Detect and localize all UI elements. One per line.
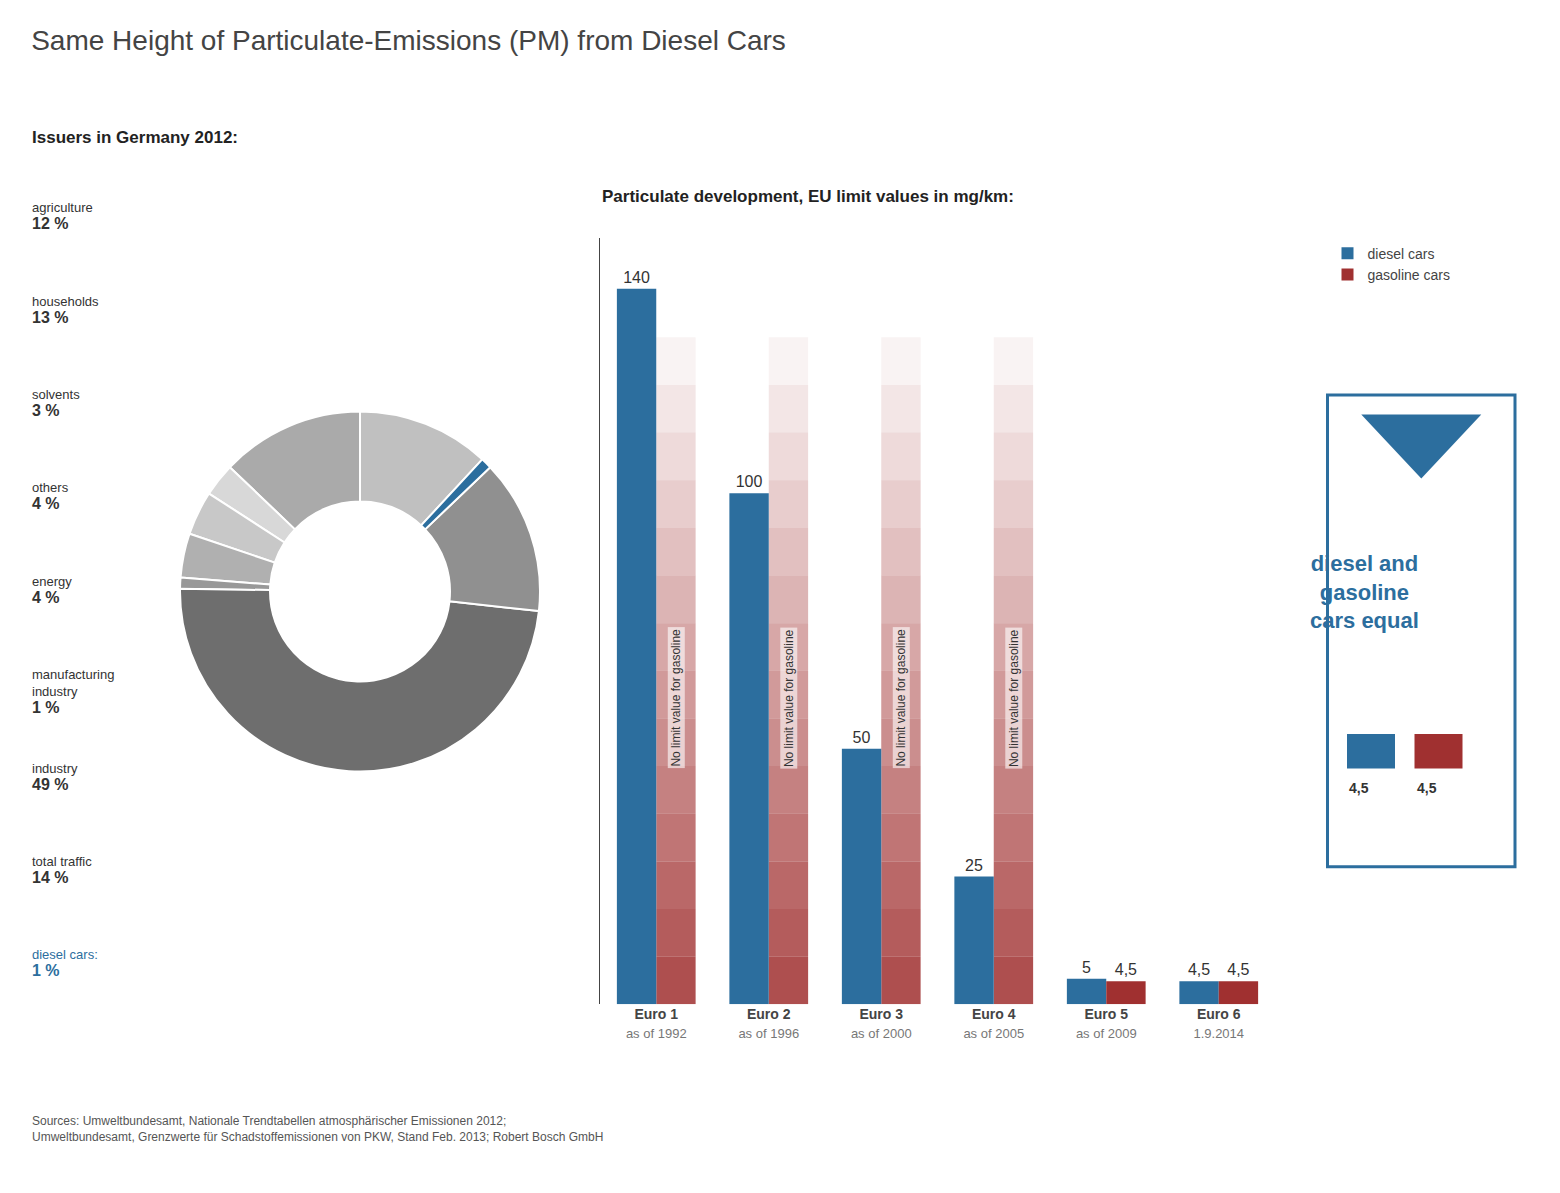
svg-text:4,5: 4,5	[1115, 961, 1137, 978]
svg-text:Euro 1as of 1992: Euro 1as of 1992	[626, 1006, 687, 1040]
svg-text:5: 5	[1082, 959, 1091, 976]
svg-text:agriculture12 %: agriculture12 %	[32, 200, 93, 232]
svg-text:Euro 5as of 2009: Euro 5as of 2009	[1076, 1006, 1137, 1040]
svg-text:diesel cars: diesel cars	[1368, 246, 1435, 262]
svg-text:4,5: 4,5	[1188, 961, 1210, 978]
svg-text:Euro 2as of 1996: Euro 2as of 1996	[738, 1006, 799, 1040]
svg-text:4,5: 4,5	[1227, 961, 1249, 978]
svg-text:gasoline cars: gasoline cars	[1368, 267, 1451, 283]
svg-text:others4 %: others4 %	[32, 480, 69, 512]
svg-text:50: 50	[853, 729, 871, 746]
svg-text:140: 140	[623, 269, 650, 286]
svg-text:4,5: 4,5	[1417, 780, 1437, 796]
svg-text:Particulate development, EU li: Particulate development, EU limit values…	[602, 187, 1014, 206]
svg-text:Sources: Umweltbundesamt, Nati: Sources: Umweltbundesamt, Nationale Tren…	[32, 1114, 603, 1144]
svg-text:manufacturingindustry1 %: manufacturingindustry1 %	[32, 667, 114, 716]
svg-text:Issuers in Germany 2012:: Issuers in Germany 2012:	[32, 128, 238, 147]
svg-text:25: 25	[965, 857, 983, 874]
svg-text:4,5: 4,5	[1349, 780, 1369, 796]
svg-text:industry49 %: industry49 %	[32, 761, 78, 793]
svg-text:Same Height of Particulate-Emi: Same Height of Particulate-Emissions (PM…	[31, 25, 786, 56]
svg-text:diesel andgasolinecars equal: diesel andgasolinecars equal	[1310, 551, 1419, 633]
svg-text:100: 100	[736, 473, 763, 490]
svg-text:total traffic14 %: total traffic14 %	[32, 854, 92, 886]
svg-text:households13 %: households13 %	[32, 294, 99, 326]
svg-text:No limit value for gasoline: No limit value for gasoline	[894, 629, 908, 767]
svg-text:energy4 %: energy4 %	[32, 574, 72, 606]
svg-text:No limit value for gasoline: No limit value for gasoline	[782, 629, 796, 767]
svg-text:diesel cars:1 %: diesel cars:1 %	[32, 947, 98, 979]
svg-text:Euro 4as of 2005: Euro 4as of 2005	[963, 1006, 1024, 1040]
svg-text:No limit value for gasoline: No limit value for gasoline	[669, 629, 683, 767]
svg-text:solvents3 %: solvents3 %	[32, 387, 80, 419]
svg-text:Euro 3as of 2000: Euro 3as of 2000	[851, 1006, 912, 1040]
svg-text:Euro 61.9.2014: Euro 61.9.2014	[1193, 1006, 1244, 1040]
svg-text:No limit value for gasoline: No limit value for gasoline	[1007, 629, 1021, 767]
